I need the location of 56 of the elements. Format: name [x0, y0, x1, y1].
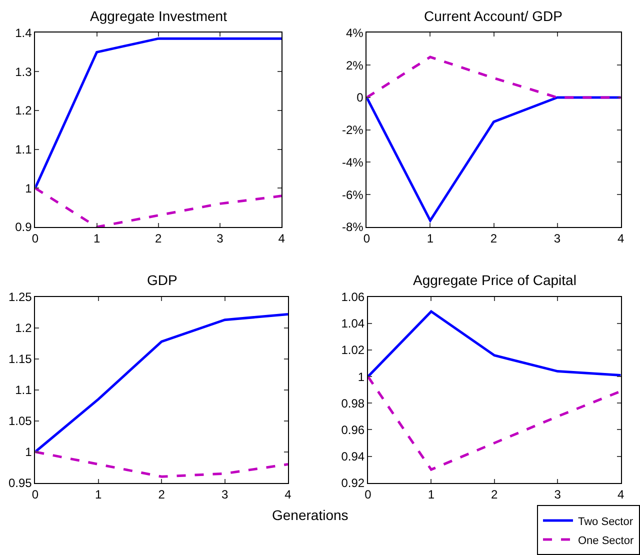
- y-tick-label: -4%: [342, 155, 364, 170]
- y-tick-label: 1.3: [15, 64, 32, 79]
- x-tick-label: 4: [284, 487, 292, 502]
- y-tick-label: 0.94: [341, 449, 365, 464]
- x-tick-label: 2: [155, 231, 162, 246]
- chart-title: GDP: [147, 272, 178, 288]
- legend-label: Two Sector: [578, 516, 634, 528]
- x-tick-label: 3: [554, 231, 561, 246]
- x-tick-label: 2: [158, 487, 166, 502]
- y-tick-label: 0.96: [341, 422, 365, 437]
- x-axis-title: Generations: [272, 507, 348, 523]
- x-tick-label: 3: [216, 231, 224, 246]
- y-tick-label: 1.04: [341, 316, 365, 331]
- y-tick-label: 1.1: [15, 142, 32, 156]
- y-tick-label: -8%: [342, 220, 364, 234]
- line-series: [368, 375, 621, 471]
- y-tick-label: -2%: [342, 123, 364, 138]
- chart-title: Aggregate Investment: [90, 8, 228, 24]
- y-tick-label: 4%: [346, 26, 364, 40]
- line-series: [35, 450, 288, 478]
- x-tick-label: 1: [428, 487, 435, 502]
- y-tick-label: -6%: [342, 188, 364, 202]
- y-tick-label: 1.02: [341, 343, 365, 358]
- line-series: [35, 313, 288, 454]
- x-tick-label: 1: [93, 231, 100, 246]
- x-tick-label: 4: [617, 487, 624, 502]
- y-tick-label: 1: [25, 181, 32, 196]
- x-tick-label: 3: [221, 487, 228, 502]
- y-tick-label: 1.2: [15, 104, 32, 118]
- chart-title: Aggregate Price of Capital: [413, 272, 576, 288]
- chart-title: Current Account/ GDP: [424, 8, 563, 24]
- y-tick-label: 0.95: [8, 476, 32, 490]
- x-tick-label: 2: [491, 487, 498, 502]
- x-tick-label: 1: [426, 231, 434, 246]
- y-tick-label: 1.2: [15, 321, 32, 336]
- line-series: [35, 186, 282, 227]
- y-tick-label: 0.9: [15, 220, 32, 234]
- line-series: [368, 310, 621, 378]
- x-tick-label: 2: [490, 231, 498, 246]
- y-tick-label: 1.15: [8, 352, 32, 366]
- y-tick-label: 2%: [346, 58, 364, 72]
- x-tick-label: 4: [278, 231, 286, 246]
- y-tick-label: 1: [25, 445, 32, 460]
- legend-label: One Sector: [578, 534, 634, 547]
- x-tick-label: 4: [617, 231, 624, 246]
- x-tick-label: 3: [554, 487, 562, 502]
- y-tick-label: 0: [356, 90, 364, 105]
- x-tick-label: 1: [95, 487, 102, 502]
- y-tick-label: 1.4: [15, 26, 32, 40]
- y-tick-label: 0.98: [341, 396, 365, 410]
- y-tick-label: 1.06: [341, 290, 365, 304]
- y-tick-label: 1.1: [15, 383, 32, 398]
- y-tick-label: 0.92: [341, 476, 365, 490]
- y-tick-label: 1.25: [8, 290, 32, 304]
- y-tick-label: 1.05: [8, 414, 32, 428]
- y-tick-label: 1: [358, 370, 365, 384]
